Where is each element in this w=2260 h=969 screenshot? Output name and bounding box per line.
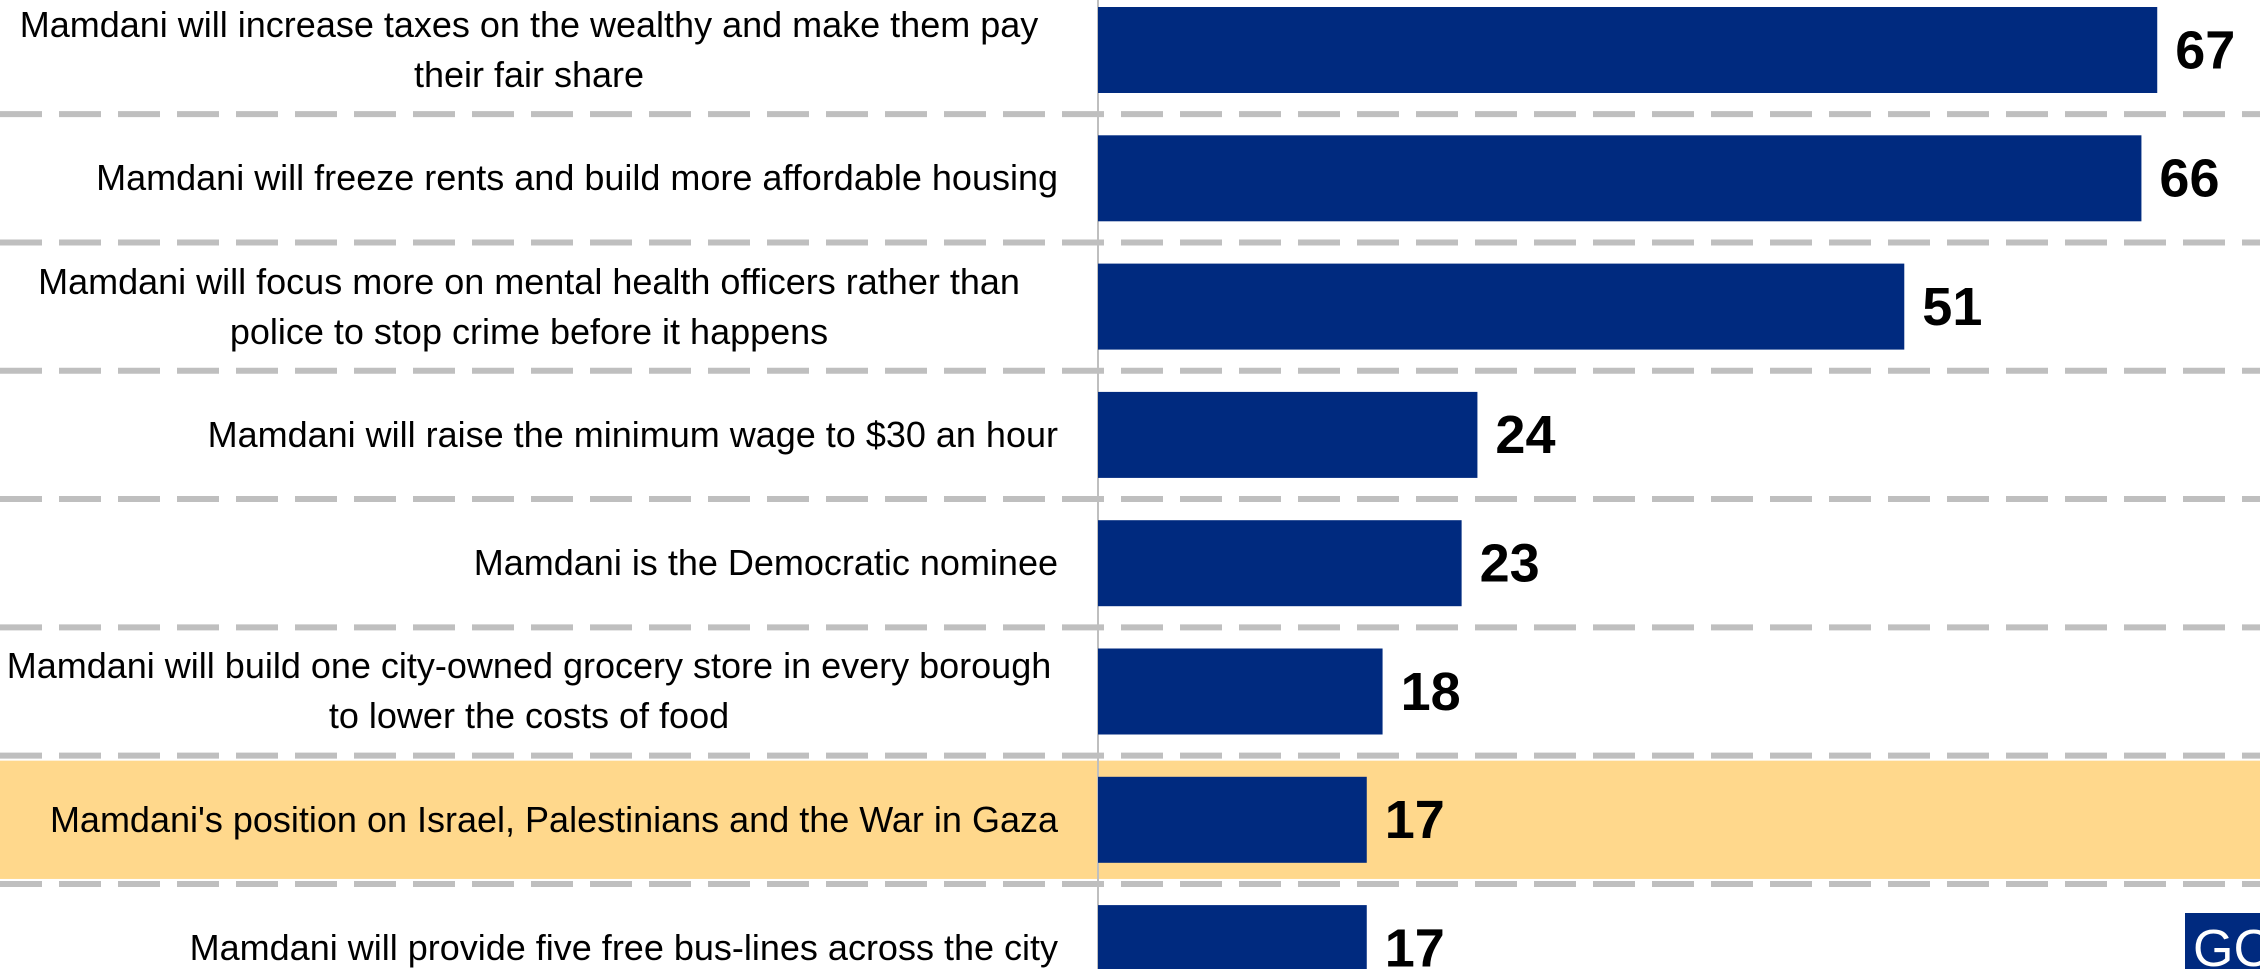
value-label: 66 [2159, 149, 2219, 209]
bar [1098, 135, 2142, 222]
category-label: Mamdani's position on Israel, Palestinia… [49, 798, 1058, 840]
category-label: Mamdani is the Democratic nominee [473, 542, 1058, 584]
category-label: Mamdani will freeze rents and build more… [96, 157, 1058, 199]
category-label: Mamdani will focus more on mental health… [38, 260, 1020, 352]
category-label-box: Mamdani will build one city-owned grocer… [0, 627, 1058, 755]
category-label-box: Mamdani is the Democratic nominee [0, 499, 1058, 627]
category-label: Mamdani will raise the minimum wage to $… [207, 413, 1058, 455]
bar [1098, 776, 1367, 863]
logo: GC [2185, 913, 2260, 969]
bar [1098, 648, 1383, 735]
value-label: 17 [1385, 790, 1445, 850]
value-label: 23 [1480, 533, 1540, 593]
category-label-box: Mamdani will provide five free bus-lines… [0, 884, 1058, 969]
value-label: 67 [2175, 20, 2235, 80]
value-label: 17 [1385, 918, 1445, 969]
category-label: Mamdani will increase taxes on the wealt… [19, 4, 1039, 95]
bar [1098, 7, 2158, 93]
category-label-box: Mamdani will focus more on mental health… [0, 242, 1058, 370]
category-label: Mamdani will provide five free bus-lines… [189, 927, 1058, 969]
value-label: 51 [1922, 277, 1982, 337]
category-label: Mamdani will build one city-owned grocer… [6, 645, 1052, 737]
category-label-box: Mamdani will increase taxes on the wealt… [0, 0, 1058, 114]
bar [1098, 520, 1462, 607]
category-label-box: Mamdani's position on Israel, Palestinia… [0, 756, 1058, 884]
bar [1098, 905, 1367, 969]
bar [1098, 263, 1905, 350]
category-label-box: Mamdani will freeze rents and build more… [0, 114, 1058, 242]
category-label-box: Mamdani will raise the minimum wage to $… [0, 371, 1058, 499]
bar [1098, 391, 1478, 478]
value-label: 24 [1495, 405, 1555, 465]
value-label: 18 [1401, 662, 1461, 722]
